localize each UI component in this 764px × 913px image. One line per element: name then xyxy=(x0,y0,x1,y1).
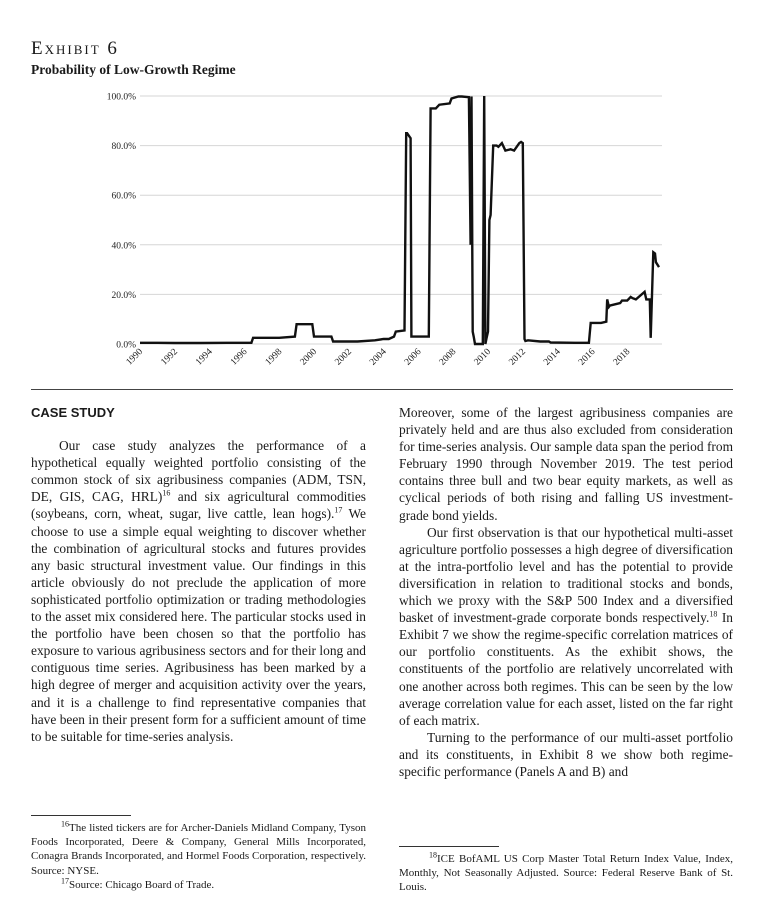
footnotes-right: 18ICE BofAML US Corp Master Total Return… xyxy=(399,850,733,895)
x-tick-label: 1994 xyxy=(194,347,215,368)
regime-probability-chart: 0.0%20.0%40.0%60.0%80.0%100.0%1990 1992 19… xyxy=(107,93,662,368)
x-tick-label: 2010 xyxy=(473,347,494,368)
right-column: Moreover, some of the largest agribusine… xyxy=(399,404,733,780)
case-study-paragraph: Our case study analyzes the performance … xyxy=(31,438,366,744)
footnote-17: 17Source: Chicago Board of Trade. xyxy=(61,876,215,891)
y-tick-label: 60.0% xyxy=(111,192,136,202)
footnote-ref[interactable]: 18 xyxy=(709,609,718,619)
y-tick-label: 40.0% xyxy=(111,241,136,251)
y-tick-label: 80.0% xyxy=(111,142,136,152)
left-column: CASE STUDY Our case study analyzes the p… xyxy=(31,404,366,745)
y-tick-label: 20.0% xyxy=(111,291,136,301)
paragraph: Moreover, some of the largest agribusine… xyxy=(399,405,733,523)
exhibit-title: Probability of Low-Growth Regime xyxy=(31,62,236,77)
footnote-16: 16The listed tickers are for Archer-Dani… xyxy=(31,819,366,877)
footnote-ref[interactable]: 17 xyxy=(334,506,343,515)
x-tick-label: 2008 xyxy=(438,347,459,368)
section-divider xyxy=(31,389,733,390)
footnote-rule xyxy=(31,815,131,816)
series-line xyxy=(140,95,661,346)
y-tick-label: 0.0% xyxy=(116,341,136,351)
x-tick-label: 2002 xyxy=(333,347,354,368)
x-tick-label: 2016 xyxy=(577,347,598,368)
x-tick-label: 2000 xyxy=(299,347,320,368)
section-heading: CASE STUDY xyxy=(31,405,115,420)
paragraph: Our first observation is that our hypoth… xyxy=(399,524,733,728)
x-tick-label: 1998 xyxy=(264,347,285,368)
x-tick-label: 1992 xyxy=(159,347,180,368)
x-tick-label: 1996 xyxy=(229,347,250,368)
x-tick-label: 2004 xyxy=(368,347,389,368)
x-tick-label: 2014 xyxy=(542,347,563,368)
x-tick-label: 2018 xyxy=(612,347,633,368)
footnote-rule xyxy=(399,846,499,847)
paragraph: Turning to the performance of our multi-… xyxy=(399,729,733,779)
x-tick-label: 2006 xyxy=(403,347,424,368)
y-tick-label: 100.0% xyxy=(107,93,136,103)
footnotes-left: 16The listed tickers are for Archer-Dani… xyxy=(31,819,366,892)
footnote-18: 18ICE BofAML US Corp Master Total Return… xyxy=(399,850,733,894)
footnote-ref[interactable]: 16 xyxy=(162,488,171,498)
x-tick-label: 2012 xyxy=(507,347,528,368)
exhibit-label: Exhibit 6 xyxy=(31,38,119,59)
